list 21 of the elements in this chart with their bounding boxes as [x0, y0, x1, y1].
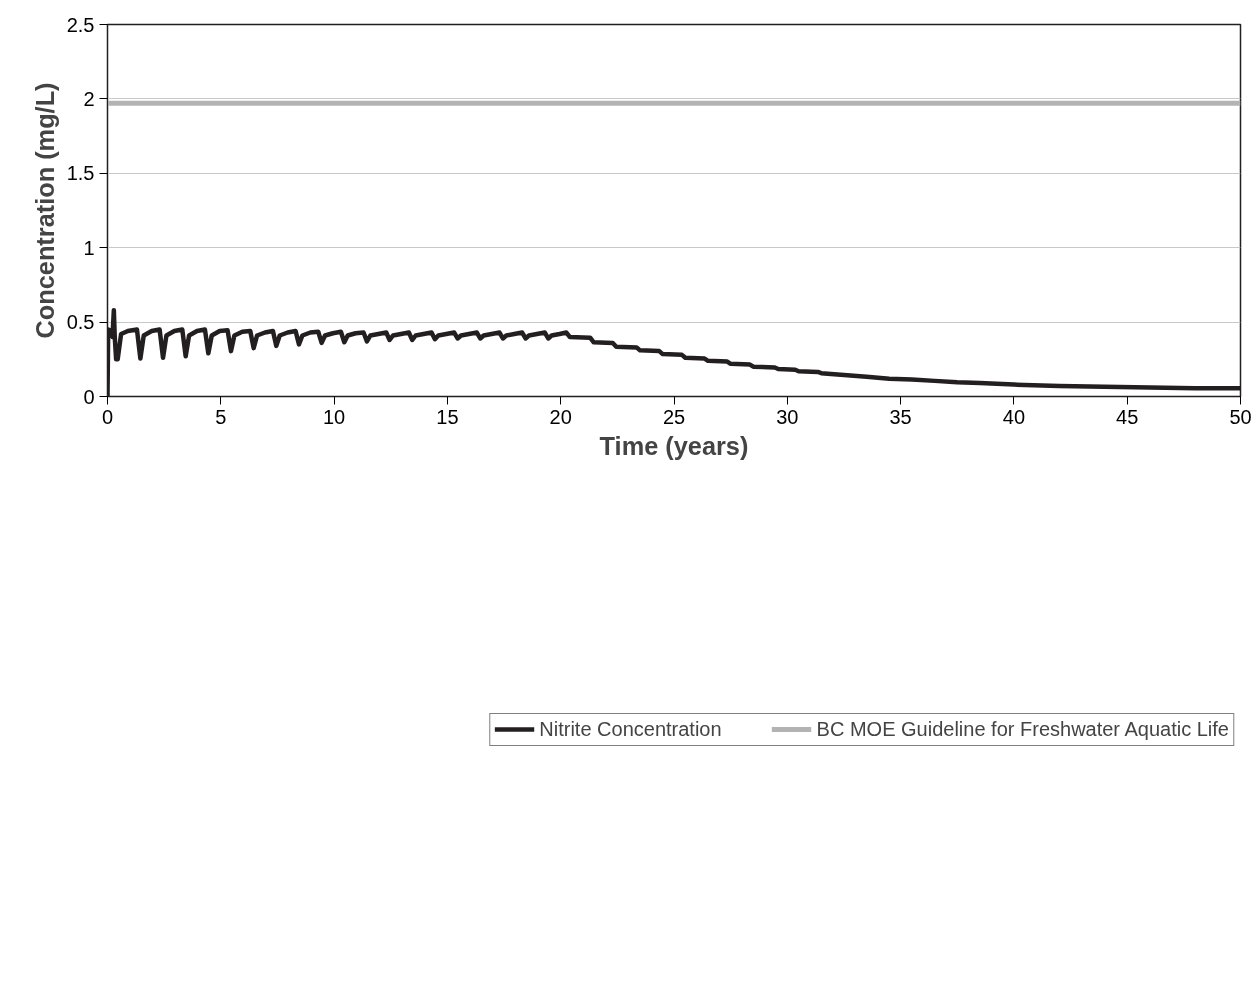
- y-tick-label: 2.5: [66, 13, 95, 36]
- x-tick-label: 45: [1116, 405, 1139, 428]
- legend-label: Nitrite Concentration: [539, 717, 722, 741]
- x-tick-label: 20: [549, 405, 572, 428]
- x-tick-label: 5: [215, 405, 227, 428]
- y-tick-label: 1: [83, 236, 95, 259]
- x-tick-label: 30: [776, 405, 799, 428]
- legend-label: BC MOE Guideline for Freshwater Aquatic Life: [816, 717, 1229, 741]
- x-tick-label: 40: [1002, 405, 1026, 428]
- y-axis-title: Concentration (mg/L): [30, 82, 59, 339]
- x-tick-label: 0: [101, 405, 114, 428]
- x-tick-label: 50: [1229, 405, 1252, 428]
- y-tick-label: 1.5: [66, 162, 95, 185]
- x-tick-label: 15: [436, 405, 459, 428]
- x-tick-label: 10: [322, 405, 346, 428]
- y-tick-label: 0: [83, 385, 95, 408]
- y-tick-label: 0.5: [66, 311, 95, 334]
- x-tick-label: 35: [889, 405, 912, 428]
- y-tick-label: 2: [83, 87, 95, 110]
- x-tick-label: 25: [662, 405, 686, 428]
- x-axis-title: Time (years): [599, 431, 749, 460]
